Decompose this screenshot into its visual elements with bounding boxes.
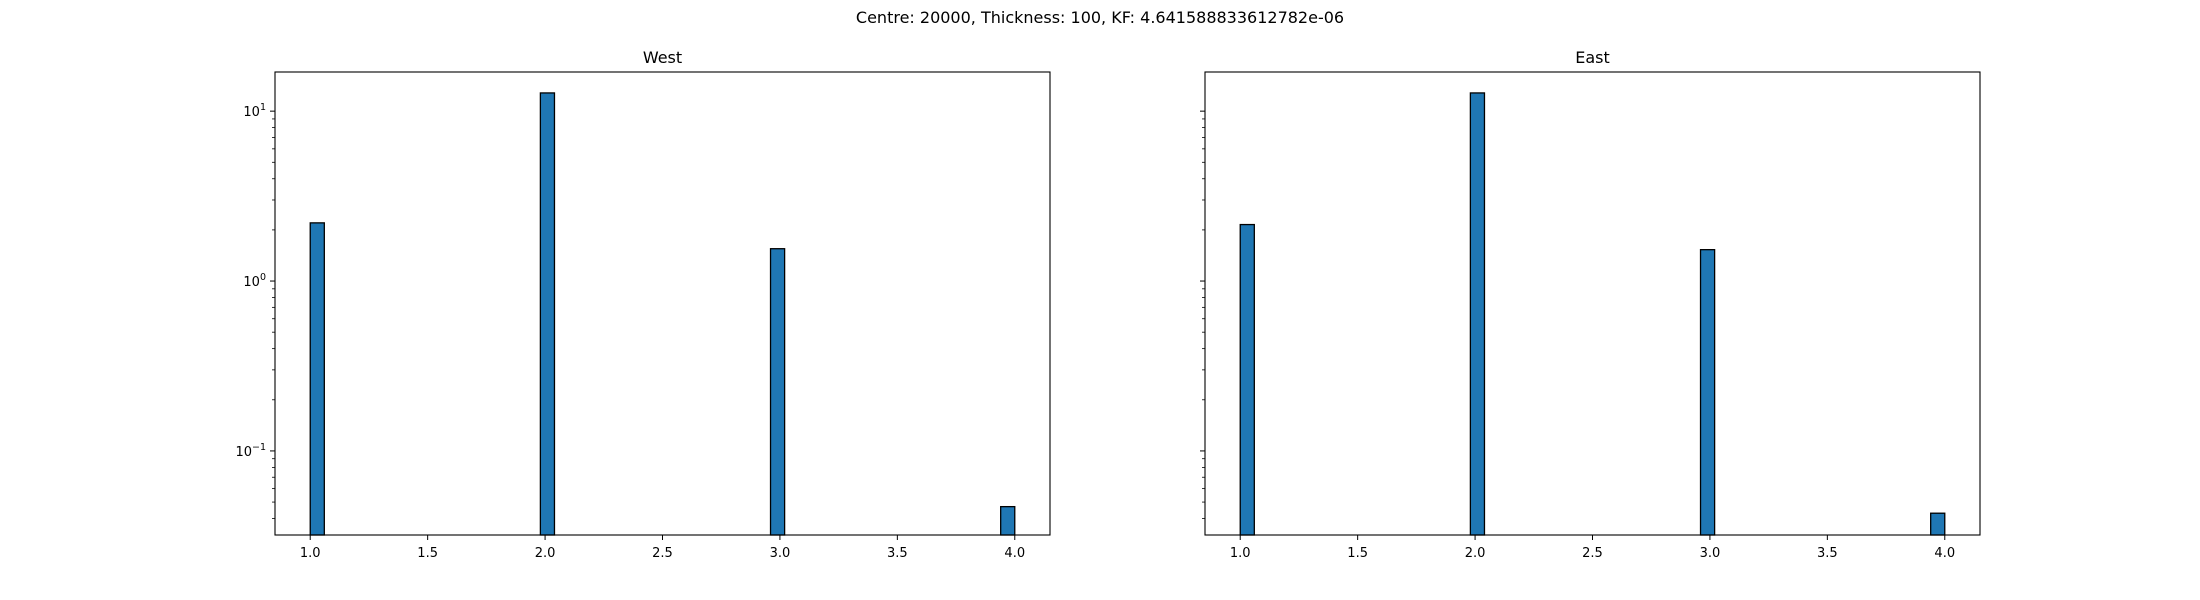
bar-3	[1699, 249, 1716, 536]
figure-title: Centre: 20000, Thickness: 100, KF: 4.641…	[855, 8, 1345, 27]
x-tick-label: 2.5	[652, 546, 673, 561]
axes-frame	[274, 71, 1051, 536]
x-tick-label: 2.5	[1582, 546, 1603, 561]
x-tick-label: 2.0	[535, 546, 556, 561]
x-tick-label: 3.5	[1817, 546, 1838, 561]
x-tick-label: 1.5	[1347, 546, 1368, 561]
bar-3	[769, 248, 786, 536]
y-tick-label: 101	[243, 102, 266, 120]
bar-4	[1000, 505, 1016, 536]
x-tick-label: 4.0	[1004, 546, 1025, 561]
x-tick-label: 1.5	[417, 546, 438, 561]
x-tick-label: 4.0	[1934, 546, 1955, 561]
x-tick-label: 2.0	[1465, 546, 1486, 561]
bar-2	[539, 92, 556, 536]
x-tick-label: 3.0	[770, 546, 791, 561]
x-tick-label: 3.5	[887, 546, 908, 561]
axes-frame	[1204, 71, 1981, 536]
y-tick-label: 10−1	[235, 442, 266, 460]
bar-4	[1930, 512, 1946, 536]
bar-2	[1469, 92, 1486, 536]
panel-title: East	[1575, 48, 1610, 67]
chart-panel-east: East 1.0 1.5 2.0 2.5 3.0 3.5 4.0	[1200, 48, 1981, 561]
chart-panel-west: West 1.0 1.5 2.0 2.5 3.0 3.5 4.0 10−1 100 101	[235, 48, 1051, 561]
x-tick-label: 1.0	[300, 546, 321, 561]
panel-title: West	[643, 48, 682, 67]
x-tick-label: 1.0	[1230, 546, 1251, 561]
y-tick-label: 100	[243, 272, 266, 290]
x-tick-label: 3.0	[1700, 546, 1721, 561]
bar-1	[1239, 223, 1255, 536]
bar-1	[309, 222, 325, 536]
